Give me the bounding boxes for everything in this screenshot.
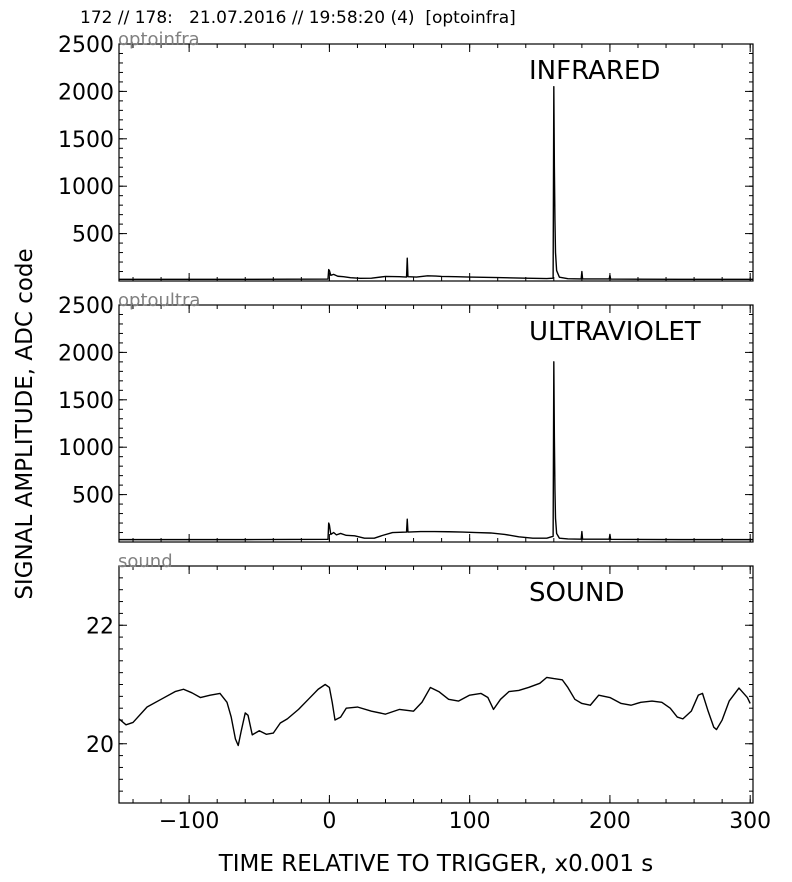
x-tick-label: 300 xyxy=(729,809,771,834)
y-tick-label: 20 xyxy=(86,733,114,758)
plot-frame xyxy=(118,43,754,282)
x-tick-label: 100 xyxy=(449,809,491,834)
series-line-optoinfra xyxy=(119,85,753,280)
y-tick-label: 2000 xyxy=(58,80,114,105)
y-tick-label: 500 xyxy=(72,223,114,248)
x-tick-label: 0 xyxy=(322,809,336,834)
y-tick-label: 500 xyxy=(72,484,114,509)
y-tick-label: 1500 xyxy=(58,128,114,153)
y-tick-label: 2500 xyxy=(58,294,114,319)
y-tick-label: 1000 xyxy=(58,436,114,461)
x-tick-label: −100 xyxy=(159,809,219,834)
panel-title: ULTRAVIOLET xyxy=(529,317,701,347)
y-tick-label: 2000 xyxy=(58,341,114,366)
y-tick-label: 1000 xyxy=(58,175,114,200)
figure-title: 172 // 178: 21.07.2016 // 19:58:20 (4) [… xyxy=(80,8,516,28)
series-line-sound xyxy=(119,676,751,747)
panel-optoultra: 500 1000 1500 2000 2500 optoultra ULTRAVIOLET xyxy=(58,290,754,543)
y-tick-label: 22 xyxy=(86,614,114,639)
channel-label: optoultra xyxy=(118,290,200,311)
panel-title: INFRARED xyxy=(529,56,660,86)
channel-label: sound xyxy=(118,551,173,572)
plot-frame xyxy=(118,565,754,804)
y-tick-label: 1500 xyxy=(58,389,114,414)
x-tick-label: 200 xyxy=(589,809,631,834)
series-line-optoultra xyxy=(119,361,753,541)
panel-sound: −100 0 100 200 300 20 22 sound SOUND xyxy=(86,551,771,834)
y-axis-label: SIGNAL AMPLITUDE, ADC code xyxy=(12,248,38,599)
y-tick-label: 2500 xyxy=(58,33,114,58)
plot-frame xyxy=(118,304,754,543)
channel-label: optoinfra xyxy=(118,29,200,50)
panel-title: SOUND xyxy=(529,578,624,608)
panel-optoinfra: 500 1000 1500 2000 2500 optoinfra INFRARED xyxy=(58,29,754,282)
x-axis-label: TIME RELATIVE TO TRIGGER, x0.001 s xyxy=(218,851,654,877)
